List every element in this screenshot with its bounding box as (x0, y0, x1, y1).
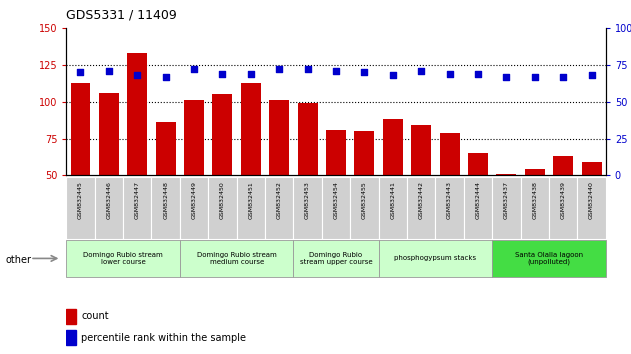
Bar (521, 177, 549, 239)
Text: GSM832445: GSM832445 (78, 181, 83, 219)
Text: Domingo Rubio stream
lower course: Domingo Rubio stream lower course (83, 252, 163, 265)
Point (530, 74, 540, 80)
Point (189, 67, 199, 72)
Bar (156, 122, 175, 249)
Point (444, 71, 454, 77)
Text: GSM832449: GSM832449 (192, 181, 196, 219)
Point (587, 73, 597, 78)
Text: GSM832439: GSM832439 (561, 181, 565, 219)
Bar (293, 177, 322, 239)
Bar (293, 240, 379, 277)
Bar (411, 125, 431, 249)
Bar (66, 330, 76, 345)
Text: GDS5331 / 11409: GDS5331 / 11409 (66, 9, 177, 22)
Bar (464, 177, 492, 239)
Bar (213, 95, 232, 249)
Bar (492, 177, 521, 239)
Bar (383, 119, 403, 249)
Bar (407, 177, 435, 239)
Point (274, 67, 284, 72)
Text: GSM832452: GSM832452 (277, 181, 281, 219)
Text: GSM832443: GSM832443 (447, 181, 452, 219)
Bar (322, 177, 350, 239)
Text: GSM832446: GSM832446 (107, 181, 111, 219)
Point (501, 74, 511, 80)
Text: count: count (81, 311, 109, 321)
Bar (492, 240, 606, 277)
Bar (435, 177, 464, 239)
Text: GSM832441: GSM832441 (391, 181, 395, 219)
Bar (350, 177, 379, 239)
Text: phosphogypsum stacks: phosphogypsum stacks (394, 256, 476, 261)
Bar (326, 130, 346, 249)
Point (416, 68, 427, 74)
Text: percentile rank within the sample: percentile rank within the sample (81, 332, 247, 343)
Bar (525, 169, 545, 249)
Point (387, 73, 398, 78)
Point (76, 70, 86, 75)
Bar (379, 240, 492, 277)
Bar (237, 177, 265, 239)
Bar (66, 309, 76, 324)
Point (246, 71, 256, 77)
Bar (497, 174, 516, 249)
Bar (127, 53, 147, 249)
Point (558, 74, 569, 80)
Bar (123, 177, 151, 239)
Text: GSM832442: GSM832442 (419, 181, 423, 219)
Bar (180, 177, 208, 239)
Text: GSM832447: GSM832447 (135, 181, 139, 219)
Text: GSM832453: GSM832453 (305, 181, 310, 219)
Bar (180, 240, 293, 277)
Text: Domingo Rubio stream
medium course: Domingo Rubio stream medium course (197, 252, 276, 265)
Bar (577, 177, 606, 239)
Point (303, 67, 313, 72)
Bar (269, 100, 289, 249)
Bar (71, 83, 90, 249)
Point (133, 73, 143, 78)
Bar (66, 177, 95, 239)
Point (473, 71, 483, 77)
Text: GSM832450: GSM832450 (220, 181, 225, 219)
Bar (208, 177, 237, 239)
Bar (66, 240, 180, 277)
Text: GSM832440: GSM832440 (589, 181, 594, 219)
Text: GSM832448: GSM832448 (163, 181, 168, 219)
Text: GSM832455: GSM832455 (362, 181, 367, 219)
Text: GSM832438: GSM832438 (533, 181, 537, 219)
Bar (582, 162, 601, 249)
Point (103, 68, 114, 74)
Point (360, 70, 370, 75)
Bar (468, 153, 488, 249)
Bar (151, 177, 180, 239)
Bar (549, 177, 577, 239)
Bar (99, 93, 119, 249)
Text: GSM832451: GSM832451 (249, 181, 253, 219)
Bar (440, 133, 459, 249)
Bar (241, 83, 261, 249)
Text: Santa Olalla lagoon
(unpolluted): Santa Olalla lagoon (unpolluted) (515, 252, 583, 265)
Text: GSM832444: GSM832444 (476, 181, 480, 219)
Point (160, 74, 170, 80)
Bar (184, 100, 204, 249)
Text: GSM832437: GSM832437 (504, 181, 509, 219)
Bar (379, 177, 407, 239)
Text: other: other (5, 255, 31, 265)
Text: Domingo Rubio
stream upper course: Domingo Rubio stream upper course (300, 252, 372, 265)
Bar (265, 177, 293, 239)
Text: GSM832454: GSM832454 (334, 181, 338, 219)
Point (331, 68, 341, 74)
Bar (95, 177, 123, 239)
Bar (553, 156, 573, 249)
Bar (298, 103, 317, 249)
Bar (355, 131, 374, 249)
Point (217, 71, 228, 77)
